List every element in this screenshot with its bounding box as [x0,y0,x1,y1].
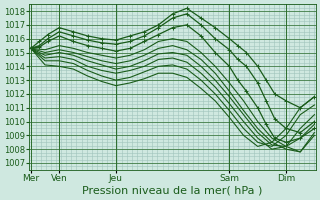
X-axis label: Pression niveau de la mer( hPa ): Pression niveau de la mer( hPa ) [83,186,263,196]
